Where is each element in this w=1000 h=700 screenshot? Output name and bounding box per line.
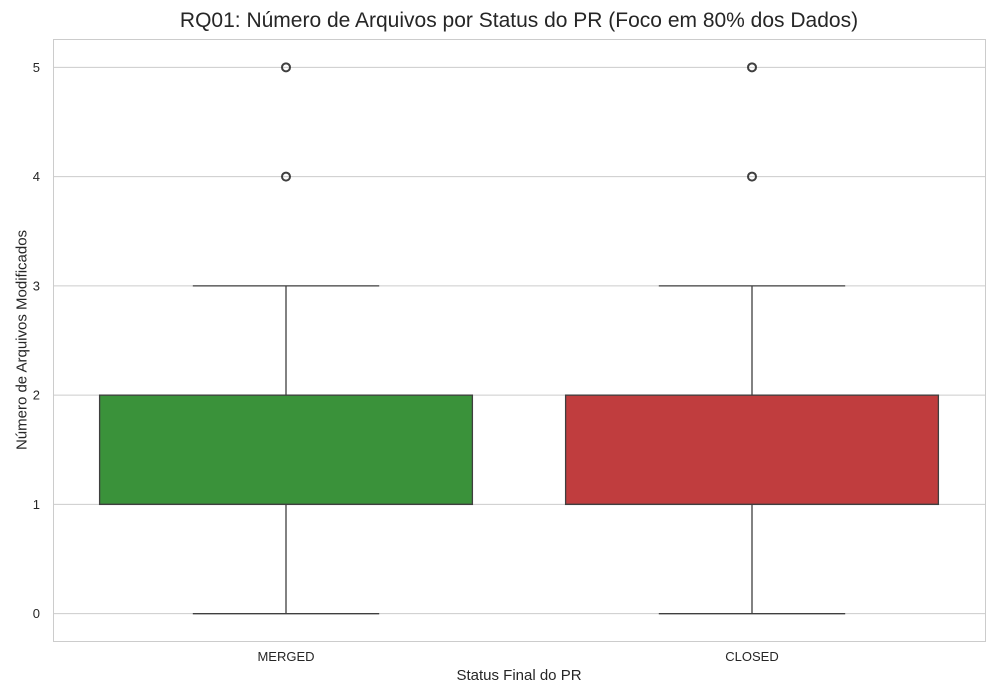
- x-ticks: MERGED CLOSED: [257, 649, 778, 664]
- y-tick-label: 4: [33, 169, 40, 184]
- x-tick-label: CLOSED: [725, 649, 778, 664]
- outlier-point: [281, 171, 291, 182]
- chart-title: RQ01: Número de Arquivos por Status do P…: [179, 9, 859, 32]
- grid-lines: [53, 66, 985, 615]
- box-iqr: [98, 394, 474, 506]
- outlier-point: [281, 62, 291, 73]
- x-axis-label: Status Final do PR: [456, 667, 582, 684]
- y-tick-label: 0: [33, 606, 40, 621]
- box-plots: [98, 62, 940, 615]
- y-tick-label: 5: [33, 60, 40, 75]
- y-tick-label: 2: [33, 388, 40, 403]
- box-closed: [564, 62, 940, 615]
- y-tick-label: 1: [33, 497, 40, 512]
- box-merged: [98, 62, 474, 615]
- box-iqr: [564, 394, 940, 506]
- y-ticks: 0 1 2 3 4 5: [33, 60, 40, 621]
- x-tick-label: MERGED: [257, 649, 314, 664]
- plot-frame: [53, 39, 986, 642]
- y-tick-label: 3: [33, 278, 40, 293]
- outlier-point: [747, 171, 757, 182]
- outlier-point: [747, 62, 757, 73]
